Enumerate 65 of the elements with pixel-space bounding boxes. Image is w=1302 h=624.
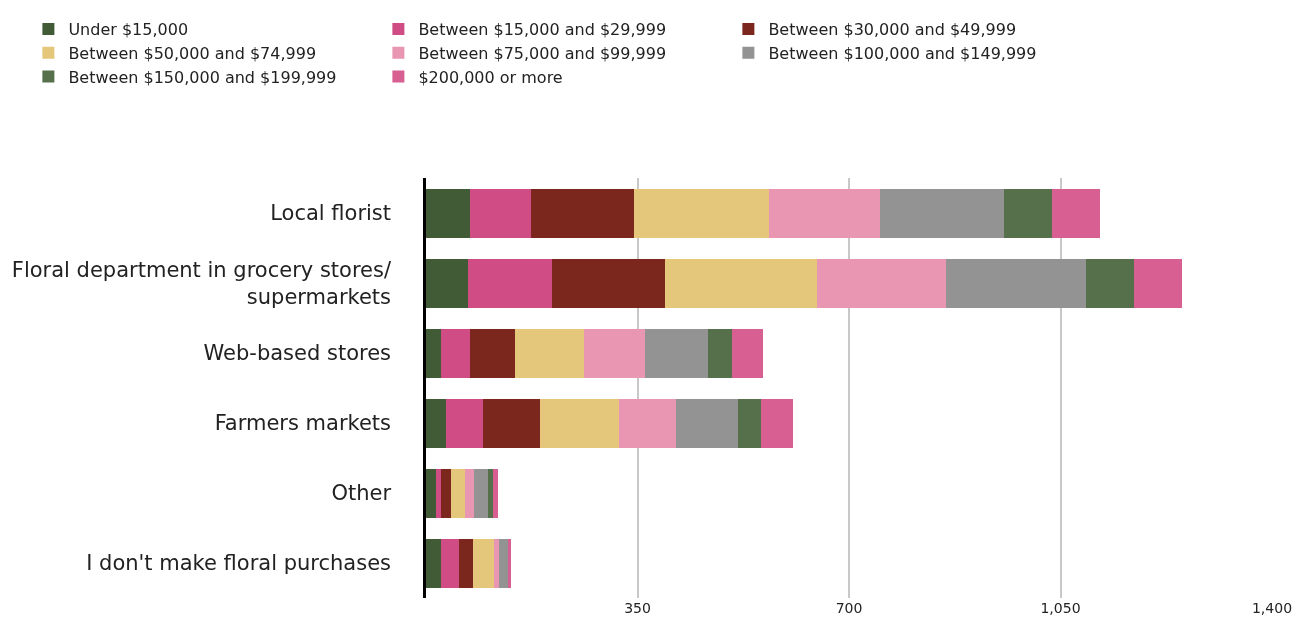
bar [665, 258, 817, 308]
legend-label: Between $150,000 and $199,999 [68, 67, 337, 87]
bar [488, 468, 494, 518]
y-tick-label: Farmers markets [214, 411, 392, 436]
bar [644, 328, 709, 378]
bar [1086, 258, 1135, 308]
y-tick-label: Other [331, 481, 392, 506]
legend-label: Between $75,000 and $99,999 [418, 43, 667, 63]
bar [493, 468, 498, 518]
y-tick-label: Web-based stores [203, 341, 392, 366]
legend-label: Between $30,000 and $49,999 [768, 20, 1017, 40]
bar [761, 398, 794, 448]
bar [634, 188, 770, 238]
bar [467, 258, 553, 308]
legend-label: Between $15,000 and $29,999 [418, 20, 667, 40]
legend-label: Under $15,000 [68, 20, 189, 40]
x-tick-label: 1,050 [1040, 600, 1081, 616]
bar [459, 538, 474, 588]
x-tick-label: 700 [835, 600, 863, 616]
bar [464, 468, 475, 518]
bar [737, 398, 762, 448]
bar [945, 258, 1087, 308]
bar [474, 468, 489, 518]
bar [539, 398, 619, 448]
bar [1052, 188, 1100, 238]
bar [880, 188, 1005, 238]
bar [1004, 188, 1053, 238]
y-tick-label: Floral department in grocery stores/supermarkets [11, 257, 392, 309]
bar [530, 188, 635, 238]
bar [426, 398, 446, 448]
bar [482, 398, 540, 448]
bar [618, 398, 677, 448]
bar [441, 328, 471, 378]
bar [445, 398, 483, 448]
bar [499, 538, 509, 588]
legend-label: $200,000 or more [418, 67, 563, 87]
bar [769, 188, 881, 238]
legend-label: Between $100,000 and $149,999 [768, 43, 1037, 63]
bar [470, 328, 515, 378]
bar [1134, 258, 1182, 308]
bar [508, 538, 512, 588]
bar [450, 468, 465, 518]
bar [441, 538, 460, 588]
y-tick-label: Local florist [270, 201, 392, 226]
bar [514, 328, 585, 378]
bar [494, 538, 500, 588]
bar [731, 328, 764, 378]
bar [470, 188, 531, 238]
bar [676, 398, 738, 448]
bar [441, 468, 451, 518]
y-tick-label: I don't make floral purchases [86, 551, 392, 576]
bar [552, 258, 666, 308]
bar [426, 468, 437, 518]
bar [436, 468, 442, 518]
x-tick-label: 350 [624, 600, 651, 616]
bar [426, 188, 471, 238]
x-tick-label: 1,400 [1251, 600, 1293, 616]
bar [584, 328, 645, 378]
bar [426, 538, 442, 588]
bar [426, 328, 442, 378]
legend-label: Between $50,000 and $74,999 [68, 43, 317, 63]
bar [426, 258, 468, 308]
bar [816, 258, 946, 308]
bar [708, 328, 732, 378]
bar [473, 538, 495, 588]
